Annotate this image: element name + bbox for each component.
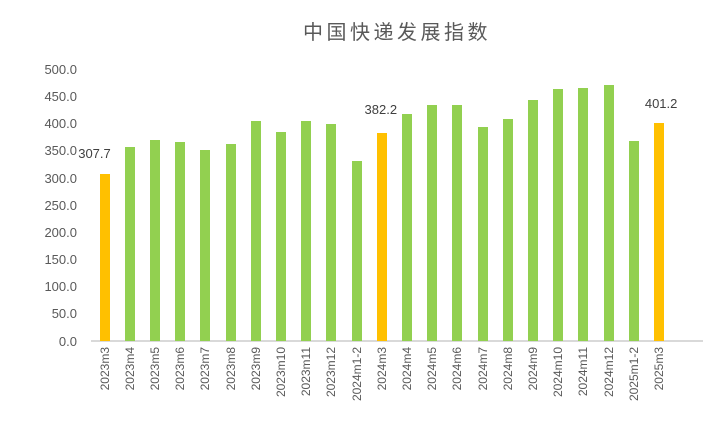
x-tick-label-2024m1-2: 2024m1-2	[349, 347, 364, 402]
x-tick-label-2024m8: 2024m8	[500, 347, 515, 391]
x-tick-label-2024m9: 2024m9	[526, 347, 541, 391]
bar-2024m11	[578, 87, 589, 341]
x-tick-label-2024m10: 2024m10	[551, 347, 566, 398]
bar-2024m5	[427, 105, 438, 341]
x-tick-label-2024m4: 2024m4	[400, 347, 415, 391]
chart-title: 中国快递发展指数	[303, 22, 491, 44]
data-label-2025m3: 401.2	[644, 96, 678, 112]
y-tick-label: 150.0	[44, 252, 77, 268]
data-label-2024m3: 382.2	[364, 102, 398, 118]
bar-2023m12	[326, 123, 337, 341]
x-tick-label-2023m12: 2023m12	[324, 347, 339, 398]
bar-2023m4	[124, 146, 135, 341]
y-tick-label: 300.0	[44, 170, 77, 186]
bar-2023m8	[225, 143, 236, 341]
bar-2023m10	[275, 132, 286, 341]
bar-2024m12	[603, 84, 614, 341]
x-tick-label-2024m3: 2024m3	[374, 347, 389, 391]
x-tick-label-2024m5: 2024m5	[425, 347, 440, 391]
x-tick-label-2023m3: 2023m3	[97, 347, 112, 391]
x-tick-label-2023m8: 2023m8	[223, 347, 238, 391]
y-tick-label: 350.0	[44, 143, 77, 159]
x-tick-label-2023m7: 2023m7	[198, 347, 213, 391]
bar-2025m1-2	[628, 141, 639, 341]
bar-2025m3	[654, 123, 665, 341]
bar-2023m6	[175, 142, 186, 341]
bar-2023m3	[99, 173, 110, 341]
x-tick-label-2023m5: 2023m5	[147, 347, 162, 391]
y-tick-label: 50.0	[51, 306, 77, 322]
bar-2024m6	[452, 105, 463, 341]
bar-2024m4	[402, 114, 413, 341]
bar-2024m3	[376, 133, 387, 341]
x-tick-label-2023m4: 2023m4	[122, 347, 137, 391]
x-tick-label-2024m7: 2024m7	[475, 347, 490, 391]
y-tick-label: 0.0	[58, 333, 77, 349]
data-label-2023m3: 307.7	[78, 145, 111, 161]
bar-2024m9	[528, 99, 539, 341]
bar-2023m9	[250, 120, 261, 341]
x-tick-label-2023m9: 2023m9	[248, 347, 263, 391]
x-tick-label-2023m10: 2023m10	[273, 347, 288, 398]
bar-2023m11	[301, 120, 312, 341]
x-tick-label-2023m6: 2023m6	[173, 347, 188, 391]
y-tick-label: 250.0	[44, 197, 77, 213]
x-axis-line	[91, 340, 703, 342]
x-tick-label-2025m1-2: 2025m1-2	[626, 347, 641, 402]
x-tick-label-2024m11: 2024m11	[576, 347, 591, 397]
x-tick-label-2024m12: 2024m12	[601, 347, 616, 398]
bar-2023m7	[200, 149, 211, 341]
bar-2024m7	[477, 126, 488, 341]
bar-2024m1-2	[351, 161, 362, 341]
y-tick-label: 500.0	[44, 62, 77, 77]
x-tick-label-2024m6: 2024m6	[450, 347, 465, 391]
x-tick-label-2025m3: 2025m3	[652, 347, 667, 391]
x-tick-label-2023m11: 2023m11	[299, 347, 314, 397]
bar-2023m5	[149, 139, 160, 341]
y-tick-label: 100.0	[44, 279, 77, 295]
bar-2024m8	[502, 119, 513, 341]
bar-2024m10	[553, 89, 564, 341]
y-tick-label: 200.0	[44, 224, 77, 240]
y-tick-label: 450.0	[44, 89, 77, 105]
y-tick-label: 400.0	[44, 116, 77, 132]
